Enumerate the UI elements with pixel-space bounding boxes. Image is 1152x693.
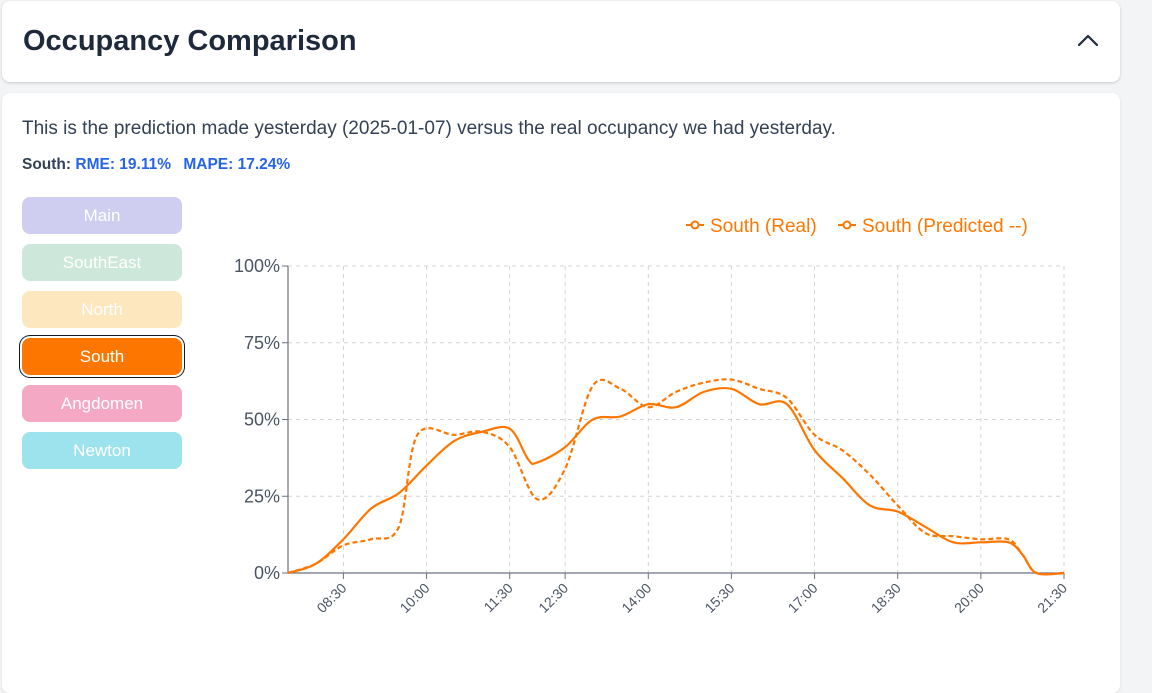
location-button-north[interactable]: North [22,291,182,328]
x-tick-label: 20:00 [951,580,987,616]
mape-value: MAPE: 17.24% [183,156,291,173]
rme-value: RME: 19.11% [75,156,172,173]
location-button-south[interactable]: South [22,338,182,375]
legend-marker-dot [690,220,700,230]
location-button-southeast[interactable]: SouthEast [22,244,182,281]
x-tick-label: 21:30 [1034,580,1070,616]
x-tick-label: 10:00 [397,580,433,616]
legend-label: South (Predicted --) [862,216,1028,237]
legend-label: South (Real) [710,216,817,237]
metrics-location-label: South: [22,156,72,173]
page-title: Occupancy Comparison [23,25,357,57]
y-tick-label: 0% [254,563,280,583]
x-tick-label: 11:30 [480,580,516,616]
x-tick-label: 18:30 [868,580,904,616]
y-tick-label: 25% [244,486,280,506]
x-tick-label: 08:30 [313,580,349,616]
location-button-newton[interactable]: Newton [22,432,182,469]
location-buttons: Main SouthEast North South Angdomen Newton [22,197,182,479]
metrics-line: South: RME: 19.11% MAPE: 17.24% [22,156,290,174]
series-line-predicted [287,378,1065,576]
legend-marker-dot [842,220,852,230]
y-tick-label: 50% [244,410,280,430]
occupancy-chart: 0% 25% 50% 75% 100% 08:30 10:00 11:30 12:30 14:00… [234,216,1070,616]
chevron-up-icon[interactable] [1074,27,1102,55]
description: This is the prediction made yesterday (2… [22,118,836,139]
x-tick-label: 15:30 [701,580,737,616]
card-body: This is the prediction made yesterday (2… [2,93,1120,693]
x-tick-label: 12:30 [535,580,571,616]
location-button-main[interactable]: Main [22,197,182,234]
card-header: Occupancy Comparison [2,1,1120,82]
location-button-angdomen[interactable]: Angdomen [22,385,182,422]
x-tick-label: 17:00 [785,580,821,616]
x-tick-label: 14:00 [618,580,654,616]
series-line-real [287,386,1065,576]
y-tick-label: 100% [234,256,280,276]
y-tick-label: 75% [244,333,280,353]
